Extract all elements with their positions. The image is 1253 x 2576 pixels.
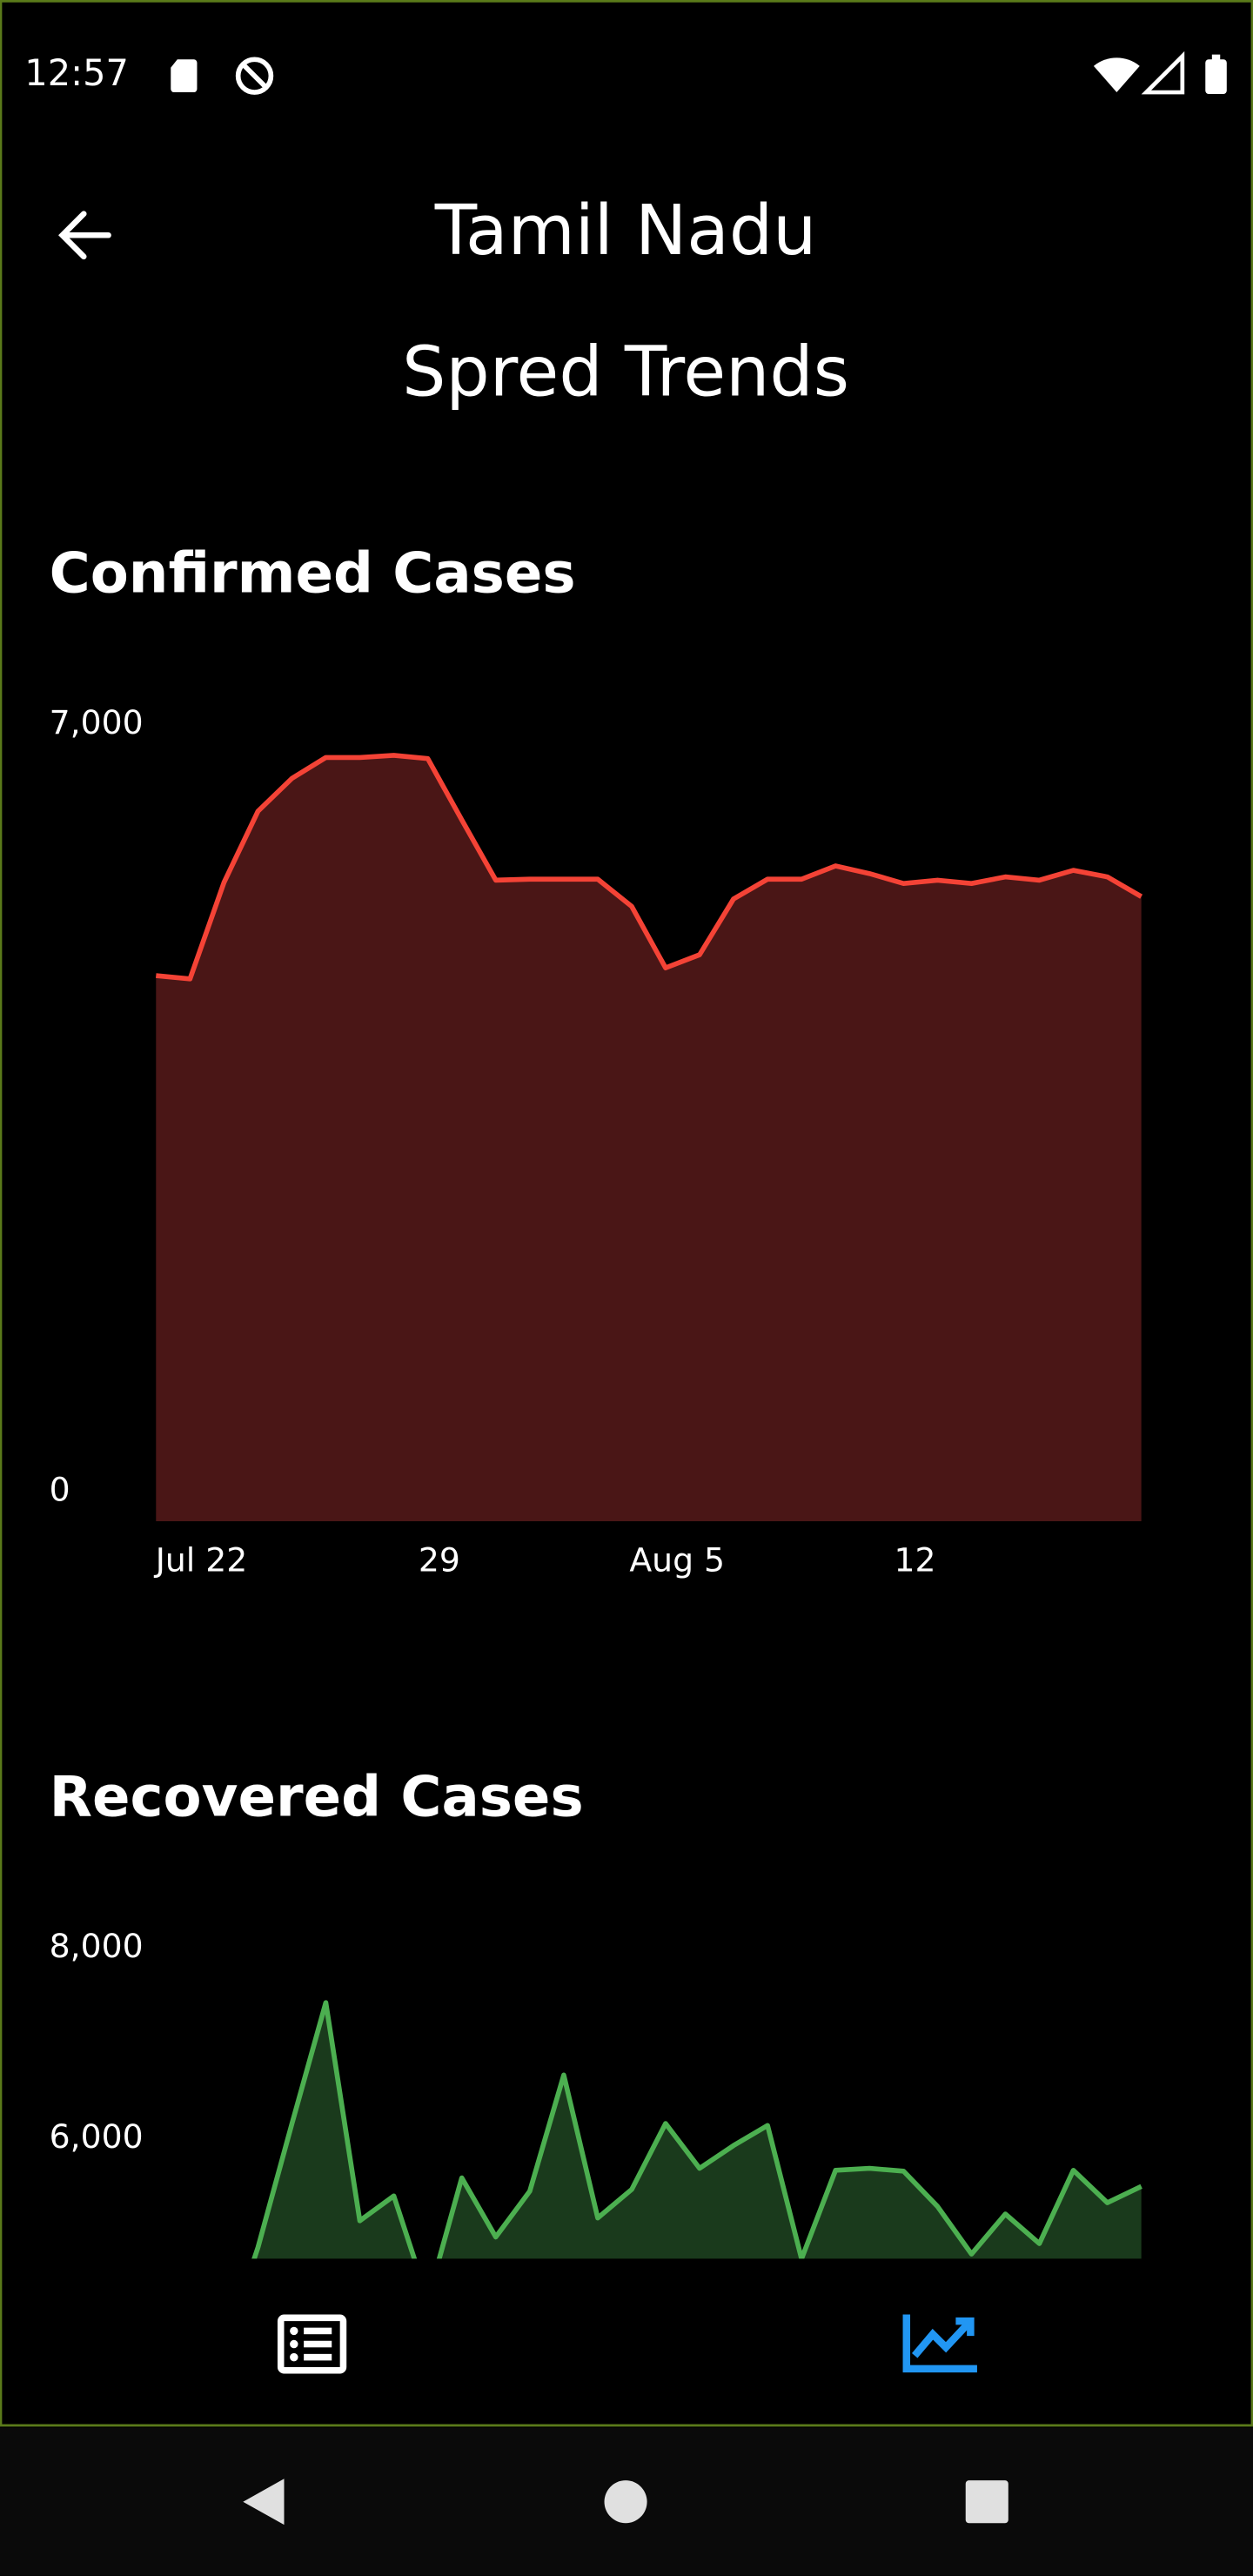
back-key[interactable]	[243, 2479, 285, 2526]
back-button[interactable]	[58, 211, 111, 260]
battery-icon	[1205, 59, 1227, 94]
area-line	[251, 2000, 1142, 2259]
y-tick-label: 7,000	[50, 703, 144, 741]
page-subtitle: Spred Trends	[402, 332, 849, 413]
area-fill	[254, 2002, 1142, 2259]
sd-icon	[171, 59, 198, 93]
home-key[interactable]	[604, 2480, 647, 2524]
trends-tab[interactable]	[902, 2314, 977, 2373]
scroll-content: Tamil Nadu Spred Trends Confirmed Cases 0…	[50, 190, 1143, 2259]
chart-title: Confirmed Cases	[50, 540, 576, 606]
charts: Confirmed Cases 0 7,000 Jul 22 29 Aug 5 12 Reco…	[50, 540, 1143, 2259]
recents-key[interactable]	[965, 2480, 1008, 2524]
page-title: Tamil Nadu	[434, 190, 817, 271]
x-tick-label: Aug 5	[629, 1541, 725, 1580]
area-line	[156, 753, 1143, 982]
wifi-icon	[1093, 57, 1140, 93]
sync-icon	[235, 57, 274, 95]
x-tick-label: 12	[895, 1541, 936, 1580]
y-tick-label: 8,000	[50, 1927, 144, 1965]
app-border	[0, 0, 1253, 2427]
chart-title: Recovered Cases	[50, 1764, 584, 1829]
signal-icon	[1141, 50, 1185, 95]
area-fill	[156, 755, 1142, 1521]
x-tick-label: Jul 22	[154, 1541, 248, 1580]
y-tick-label: 6,000	[50, 2117, 144, 2156]
x-tick-label: 29	[419, 1541, 460, 1580]
y-tick-label: 0	[50, 1471, 70, 1509]
status-time: 12:57	[24, 51, 129, 94]
list-tab[interactable]	[277, 2314, 347, 2374]
battery-tip	[1211, 54, 1221, 62]
